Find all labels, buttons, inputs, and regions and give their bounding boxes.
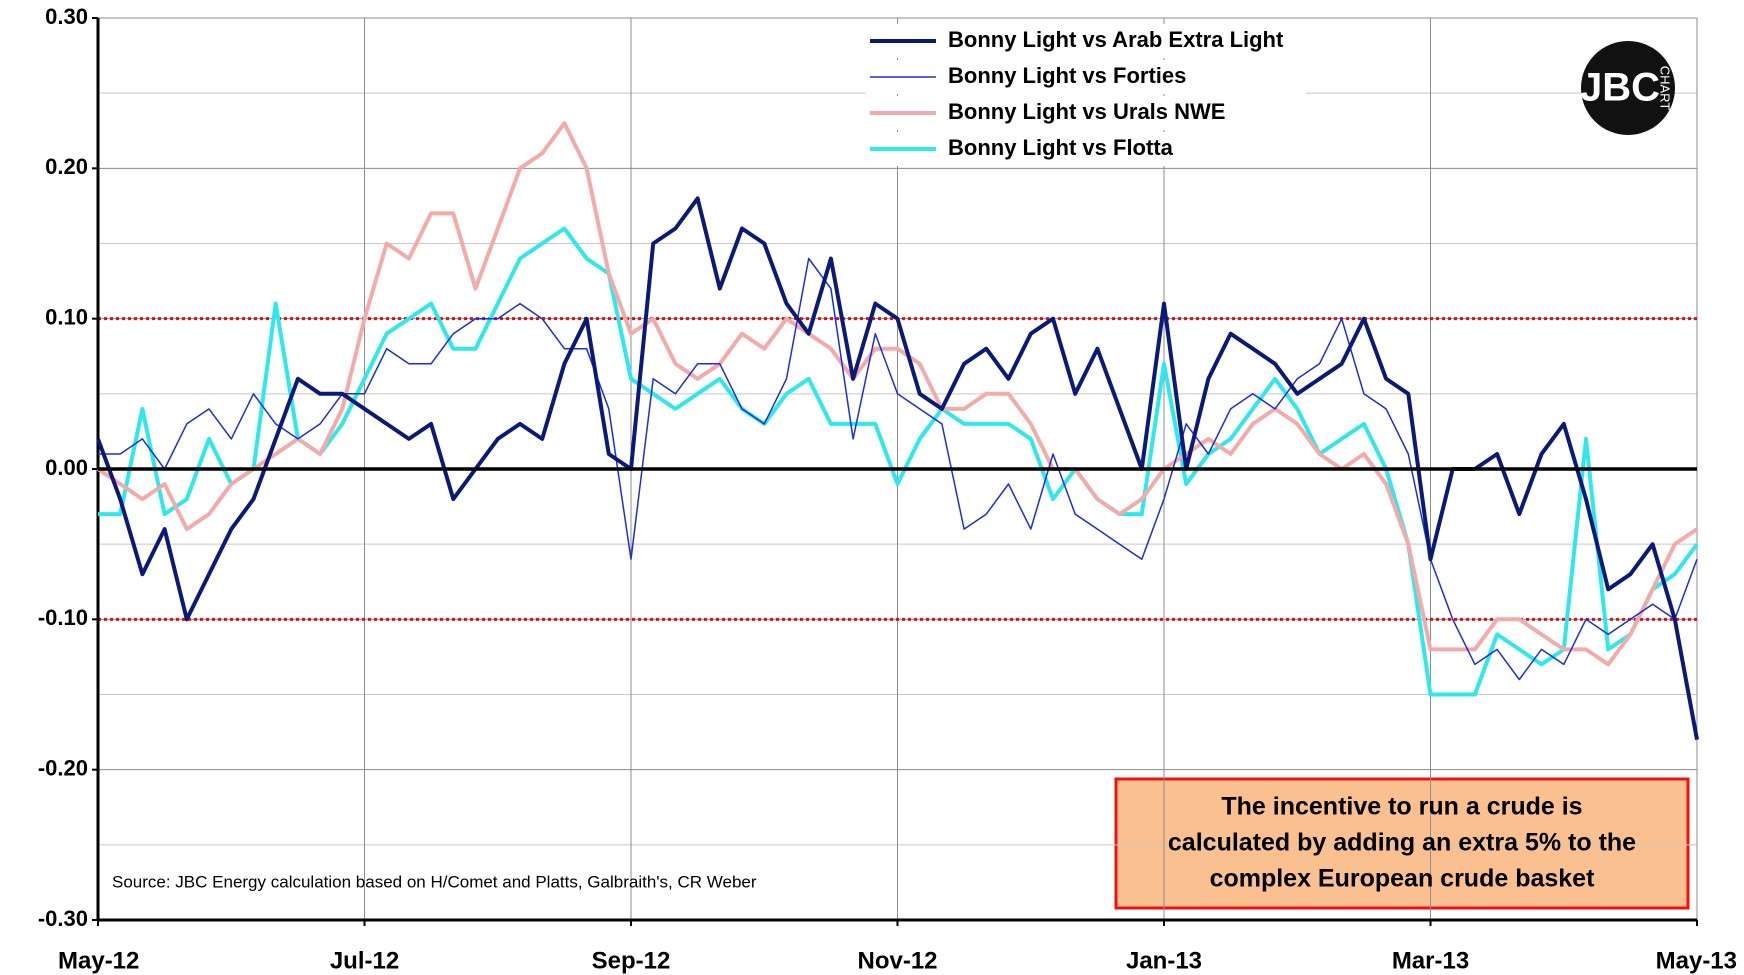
x-tick-label: Jul-12 <box>330 947 399 974</box>
series-line <box>98 226 1699 697</box>
y-tick-label: -0.10 <box>38 605 88 630</box>
legend-bg <box>866 24 1306 58</box>
y-tick-label: -0.30 <box>38 906 88 931</box>
legend-bg <box>866 96 1306 130</box>
legend-label: Bonny Light vs Arab Extra Light <box>948 27 1284 52</box>
logo-circle <box>1581 41 1675 135</box>
annotation-text: calculated by adding an extra 5% to the <box>1168 829 1636 857</box>
y-tick-label: 0.30 <box>45 4 88 29</box>
annotation-text: The incentive to run a crude is <box>1221 793 1582 821</box>
x-tick-label: May-12 <box>58 947 139 974</box>
series-line <box>96 196 1699 740</box>
annotation-text: complex European crude basket <box>1210 865 1596 893</box>
legend-label: Bonny Light vs Urals NWE <box>948 99 1225 124</box>
y-tick-label: 0.20 <box>45 154 88 179</box>
x-tick-label: May-13 <box>1656 947 1737 974</box>
y-tick-label: 0.00 <box>45 455 88 480</box>
logo-text: JBC <box>1580 66 1660 110</box>
x-tick-label: Jan-13 <box>1126 947 1202 974</box>
legend-bg <box>866 60 1306 94</box>
series-line <box>96 121 1699 667</box>
x-tick-label: Mar-13 <box>1392 947 1469 974</box>
x-tick-label: Nov-12 <box>857 947 937 974</box>
x-tick-label: Sep-12 <box>592 947 671 974</box>
y-tick-label: 0.10 <box>45 304 88 329</box>
legend-label: Bonny Light vs Flotta <box>948 135 1174 160</box>
legend-bg <box>866 132 1306 166</box>
y-tick-label: -0.20 <box>38 755 88 780</box>
logo-subtext: CHART <box>1658 66 1673 111</box>
legend-label: Bonny Light vs Forties <box>948 63 1186 88</box>
source-note: Source: JBC Energy calculation based on … <box>112 872 757 891</box>
annotation-box <box>1114 777 1690 910</box>
